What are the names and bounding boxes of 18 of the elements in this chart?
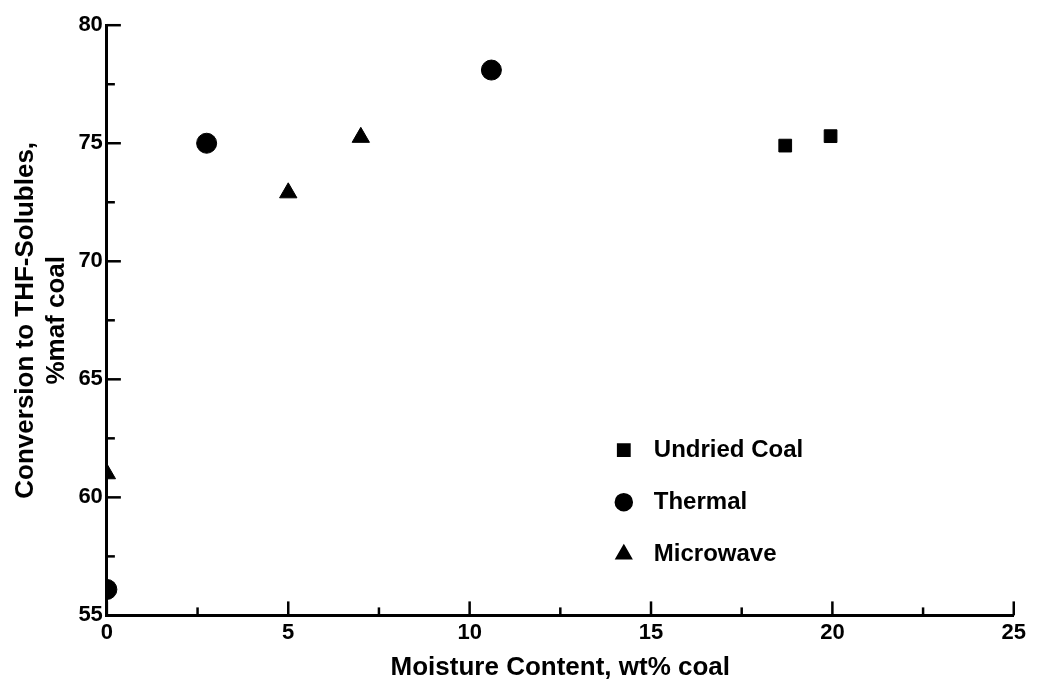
y-tick-label: 60 — [78, 483, 103, 509]
x-axis-title: Moisture Content, wt% coal — [390, 650, 731, 681]
y-tick-label: 55 — [78, 601, 103, 627]
legend-label: Microwave — [653, 538, 777, 566]
point — [778, 138, 793, 153]
y-tick-label: 70 — [78, 247, 103, 273]
x-tick-label: 15 — [638, 618, 664, 644]
y-tick-label: 80 — [78, 11, 103, 37]
x-tick-label: 5 — [282, 618, 295, 644]
y-tick-label: 75 — [78, 129, 103, 155]
point — [823, 129, 838, 144]
y-tick-label: 65 — [78, 365, 103, 391]
x-tick-label: 20 — [820, 618, 845, 644]
y-axis-title: Conversion to THF-Solubles, %maf coal — [8, 141, 70, 499]
legend-label: Thermal — [653, 486, 748, 514]
legend-label: Undried Coal — [653, 434, 804, 462]
x-tick-label: 10 — [457, 618, 482, 644]
x-tick-label: 25 — [1001, 618, 1027, 644]
